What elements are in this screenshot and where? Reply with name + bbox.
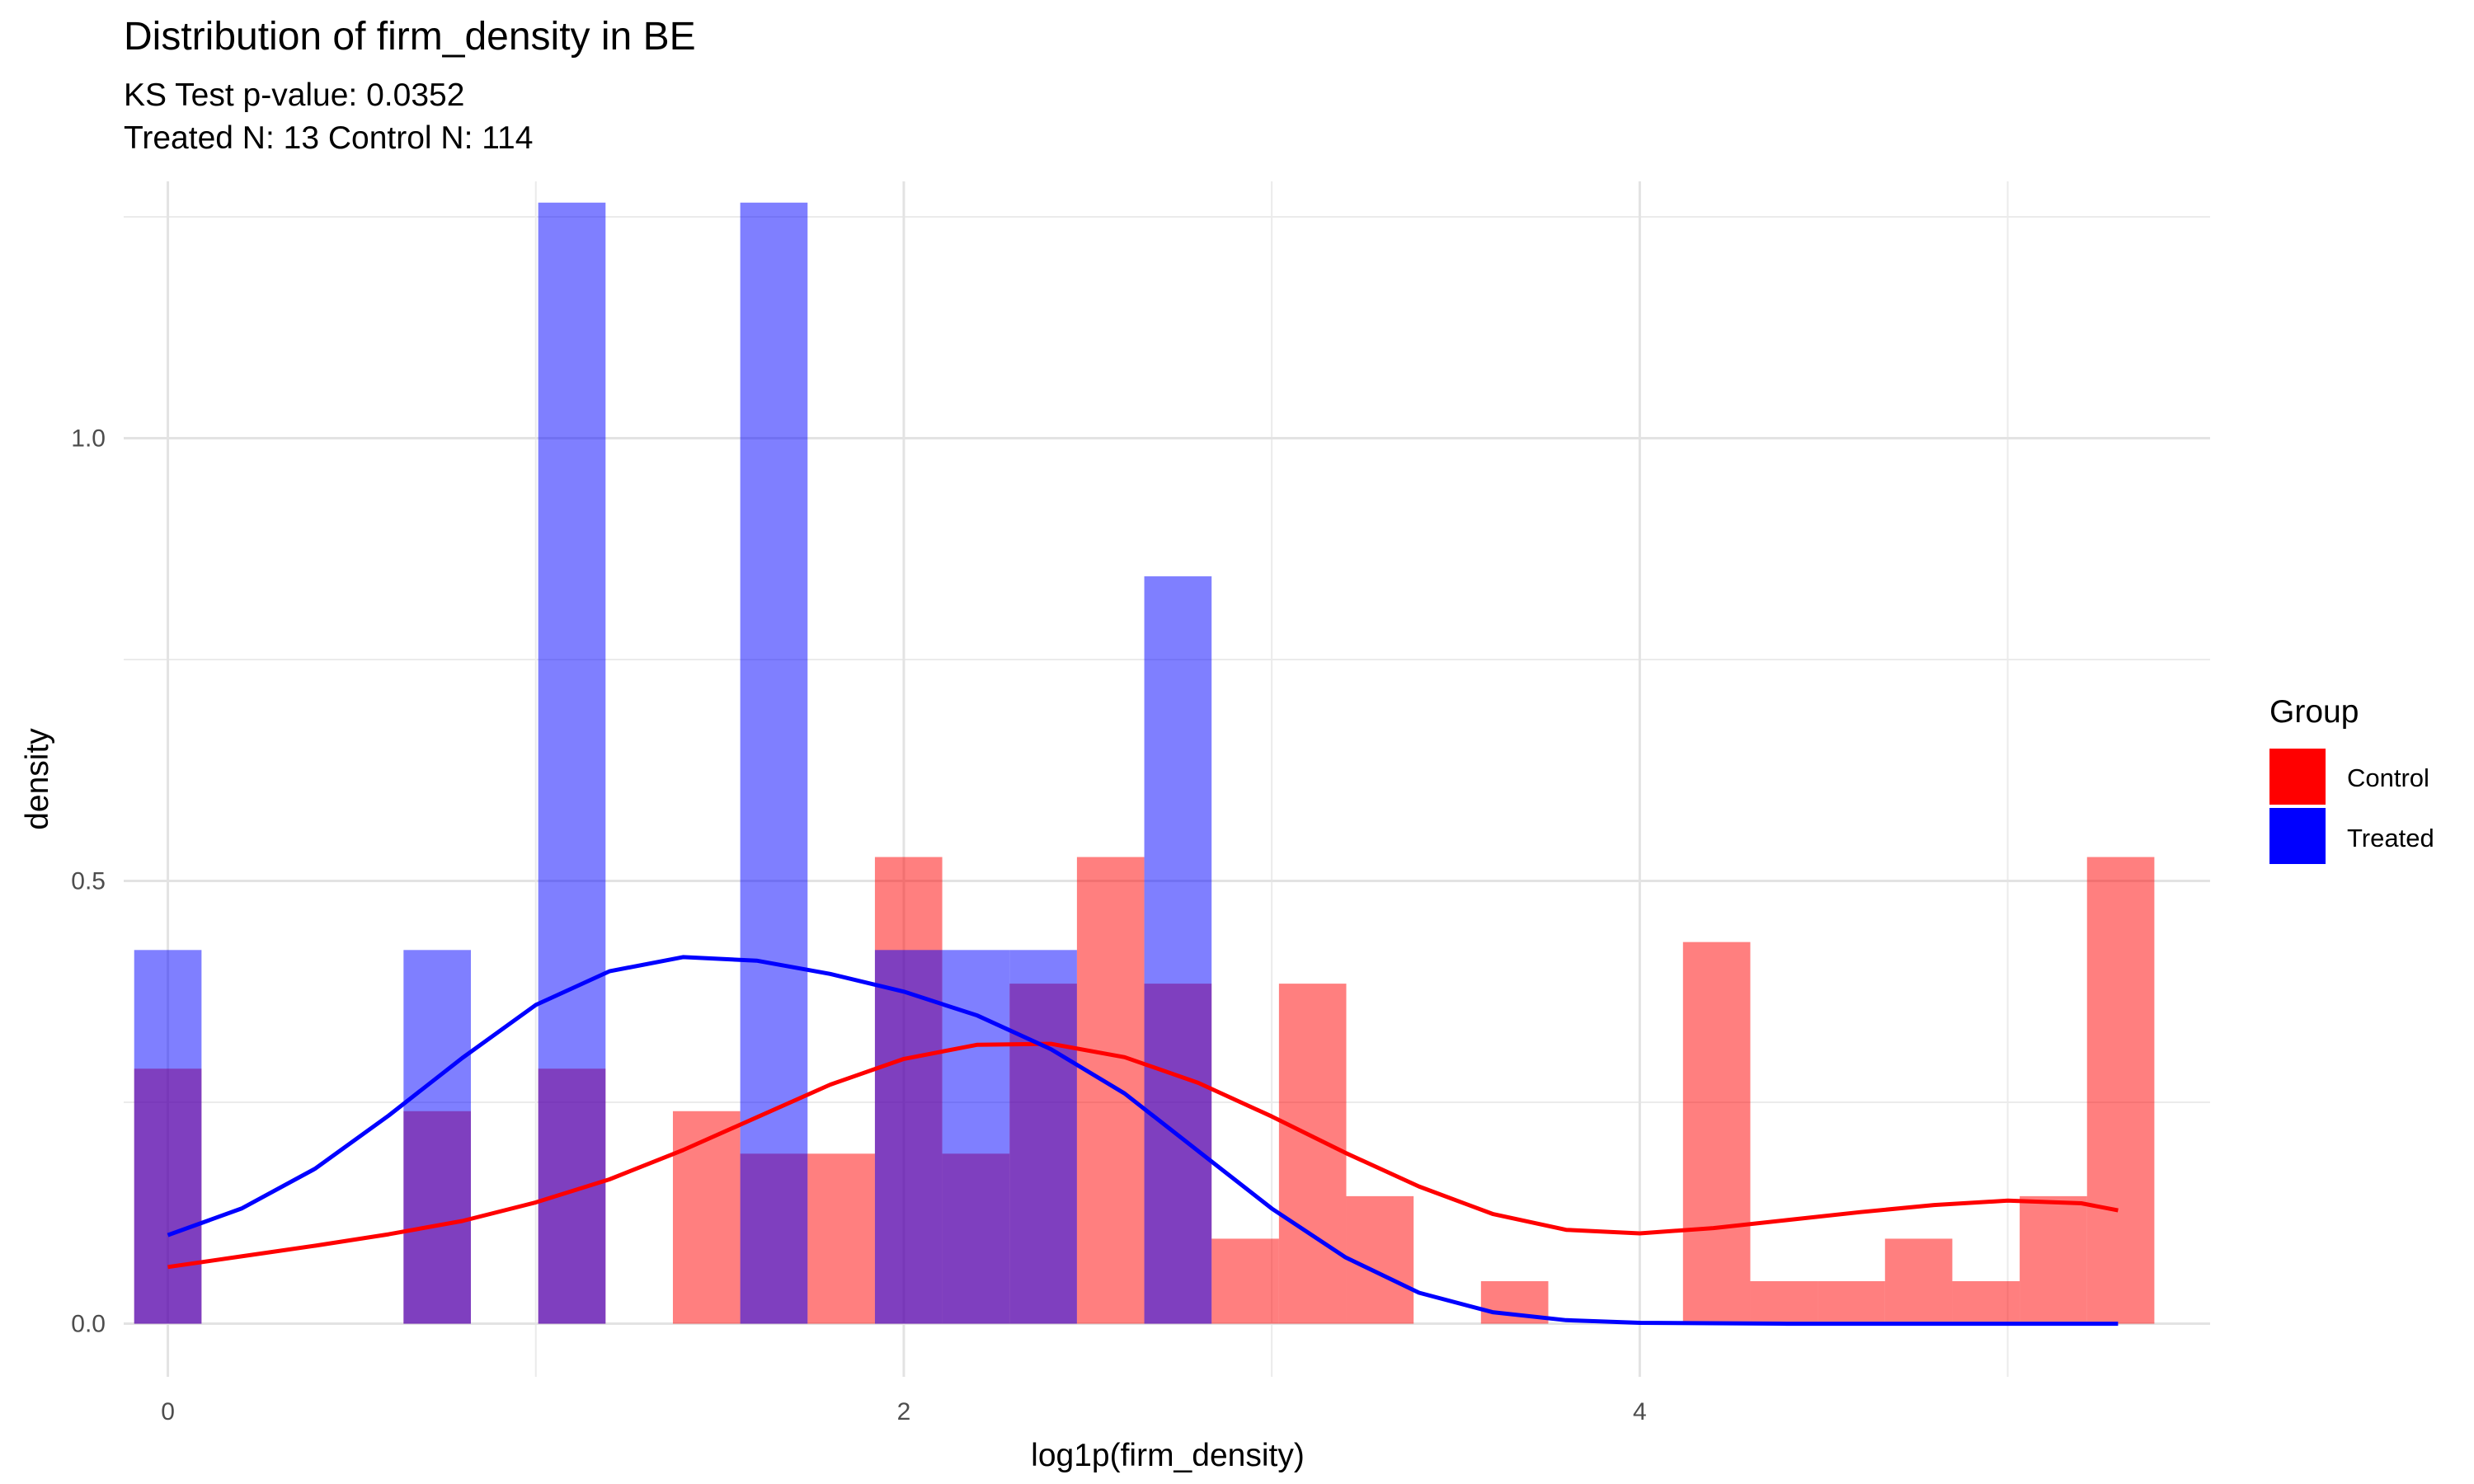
density-curves (167, 955, 2119, 1327)
control-bar-21 (2086, 857, 2155, 1324)
axis-ticks: 0 2 4 0.0 0.5 1.0 (71, 425, 1646, 1425)
x-tick-label-2: 4 (1633, 1398, 1647, 1425)
y-axis-title: density (20, 728, 55, 830)
control-bar-9 (1076, 857, 1145, 1324)
legend: Group Control Treated (2269, 694, 2434, 864)
control-bar-3 (672, 1111, 741, 1324)
control-density-curve (167, 1041, 2119, 1270)
control-bar-15 (1682, 942, 1751, 1324)
treated-bar-4 (874, 950, 943, 1324)
legend-label-control: Control (2347, 763, 2429, 792)
control-bar-5 (807, 1153, 875, 1324)
treated-density-curve (167, 955, 2119, 1327)
treated-bar-1 (403, 950, 471, 1324)
x-tick-label-0: 0 (161, 1398, 175, 1425)
control-bar-16 (1750, 1281, 1818, 1324)
treated-bar-3 (740, 202, 808, 1324)
legend-title: Group (2269, 694, 2359, 730)
legend-swatch-control (2269, 749, 2326, 805)
x-tick-label-1: 2 (897, 1398, 911, 1425)
y-tick-label-1: 0.5 (71, 868, 106, 895)
control-bar-11 (1211, 1238, 1279, 1324)
control-bar-17 (1818, 1281, 1885, 1324)
chart-subtitle-line-1: KS Test p-value: 0.0352 (124, 77, 464, 113)
treated-bar-2 (538, 202, 606, 1324)
y-tick-label-2: 1.0 (71, 425, 106, 452)
control-bar-19 (1952, 1281, 2020, 1324)
chart-subtitle-line-2: Treated N: 13 Control N: 114 (124, 120, 533, 156)
control-bar-20 (2020, 1195, 2087, 1324)
chart-title: Distribution of firm_density in BE (124, 15, 696, 59)
treated-bar-7 (1144, 576, 1212, 1324)
legend-swatch-treated (2269, 808, 2326, 864)
treated-bar-0 (134, 950, 202, 1324)
control-bar-13 (1346, 1195, 1414, 1324)
y-tick-label-0: 0.0 (71, 1311, 106, 1338)
control-bar-18 (1884, 1238, 1953, 1324)
treated-bar-5 (942, 950, 1010, 1324)
legend-label-treated: Treated (2347, 824, 2434, 852)
treated-bar-6 (1009, 950, 1077, 1324)
control-bar-12 (1278, 984, 1347, 1324)
treated-bars (134, 202, 1212, 1324)
x-axis-title: log1p(firm_density) (1031, 1438, 1305, 1473)
